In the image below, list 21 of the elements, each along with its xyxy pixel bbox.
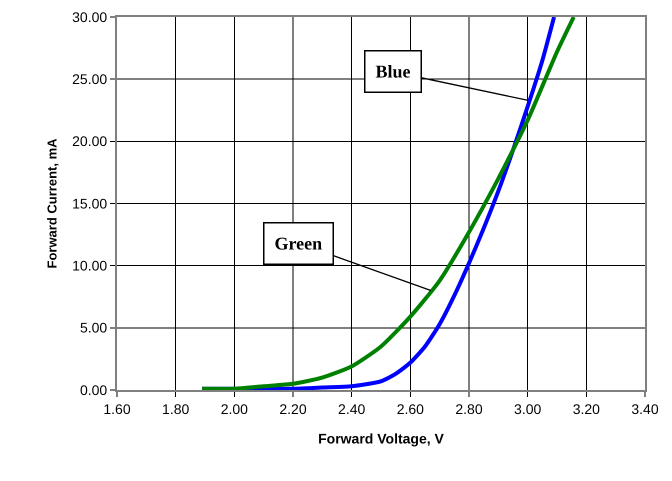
y-tick-label: 10.00 [72, 258, 108, 274]
y-axis-title: Forward Current, mA [44, 138, 60, 269]
annotation: Green [274, 234, 322, 254]
x-tick-label: 2.60 [396, 400, 424, 417]
y-tick-label: 30.00 [72, 8, 108, 25]
x-tick-label: 2.00 [220, 400, 248, 417]
x-tick-label: 2.40 [338, 400, 366, 417]
x-tick-label: 3.00 [514, 400, 542, 417]
y-tick-label: 5.00 [80, 320, 108, 336]
y-tick-label: 15.00 [72, 195, 108, 212]
x-tick-label: 3.40 [631, 400, 659, 417]
x-tick-label: 2.80 [455, 400, 483, 417]
y-tick-label: 0.00 [80, 382, 108, 398]
x-tick-label: 1.80 [162, 400, 190, 417]
x-axis-title: Forward Voltage, V [318, 430, 445, 447]
y-tick-label: 20.00 [72, 133, 108, 150]
x-tick-label: 3.20 [572, 400, 600, 417]
y-tick-label: 25.00 [72, 71, 108, 88]
x-tick-label: 1.60 [103, 400, 131, 417]
annotation: Blue [376, 62, 411, 82]
x-tick-label: 2.20 [279, 400, 307, 417]
